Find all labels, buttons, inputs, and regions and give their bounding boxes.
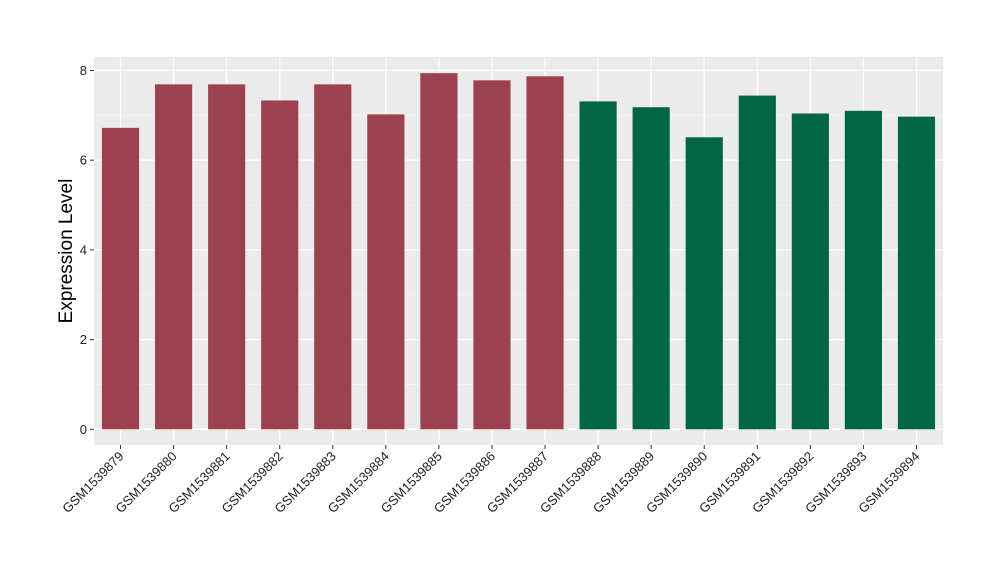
bar-gsm1539892 bbox=[791, 113, 829, 430]
bar-gsm1539893 bbox=[844, 110, 882, 430]
bar-gsm1539882 bbox=[261, 100, 299, 430]
bar-gsm1539881 bbox=[208, 84, 246, 430]
y-axis-title: Expression Level bbox=[56, 179, 77, 324]
y-tick-label: 0 bbox=[80, 422, 87, 437]
bar-gsm1539880 bbox=[155, 84, 193, 430]
bar-gsm1539885 bbox=[420, 73, 458, 430]
y-tick-label: 6 bbox=[80, 153, 87, 168]
bar-gsm1539887 bbox=[526, 76, 564, 430]
bar-gsm1539891 bbox=[738, 95, 776, 430]
bar-gsm1539888 bbox=[579, 101, 617, 430]
x-axis: GSM1539879GSM1539880GSM1539881GSM1539882… bbox=[59, 445, 923, 516]
bar-gsm1539890 bbox=[685, 137, 723, 430]
bar-gsm1539886 bbox=[473, 80, 511, 430]
bar-gsm1539889 bbox=[632, 107, 670, 430]
bar-gsm1539883 bbox=[314, 84, 352, 430]
bar-gsm1539879 bbox=[101, 127, 140, 430]
bar-gsm1539894 bbox=[897, 116, 936, 430]
y-axis: 0 2 4 6 8 bbox=[80, 63, 94, 437]
y-tick-label: 4 bbox=[80, 242, 87, 257]
bars bbox=[101, 73, 936, 430]
y-tick-label: 8 bbox=[80, 63, 87, 78]
bar-gsm1539884 bbox=[367, 114, 405, 430]
y-tick-label: 2 bbox=[80, 332, 87, 347]
